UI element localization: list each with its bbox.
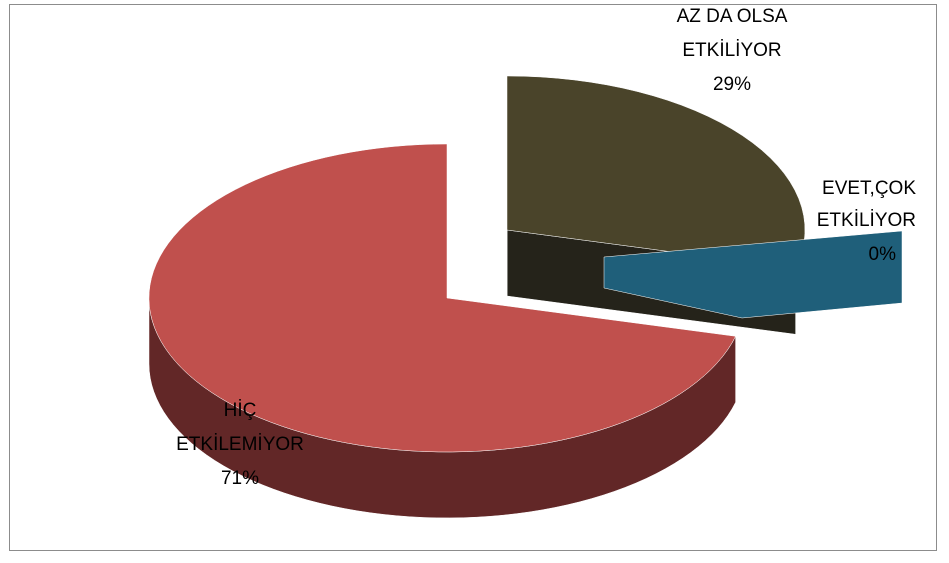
label-hic-line2: ETKİLEMİYOR [176,434,304,455]
slice-evet-cok-etkiliyor [603,230,903,319]
label-hic-line1: HİÇ [224,400,257,421]
label-az-da-olsa-line2: ETKİLİYOR [682,40,781,61]
label-evet-cok-percent: 0% [869,244,897,265]
label-evet-cok-line1: EVET,ÇOK [822,178,916,199]
label-hic-percent: 71% [221,468,259,489]
label-evet-cok-line2: ETKİLİYOR [817,210,916,231]
slice-hic-etkilemiyor [148,143,736,453]
label-az-da-olsa-line1: AZ DA OLSA [677,6,788,27]
slice-az-da-olsa-etkiliyor [506,75,806,269]
label-az-da-olsa-percent: 29% [713,74,751,95]
